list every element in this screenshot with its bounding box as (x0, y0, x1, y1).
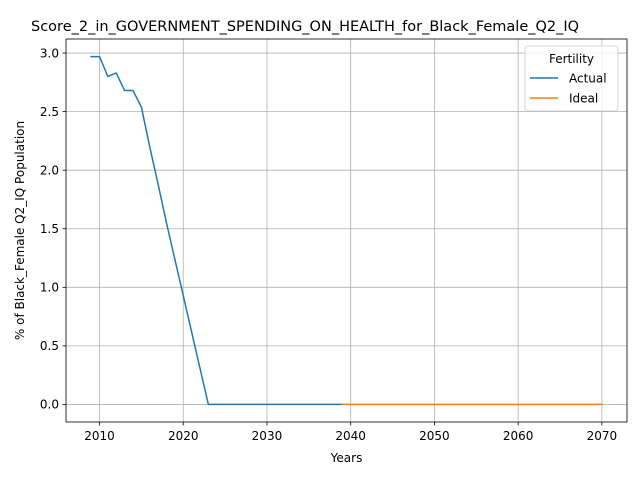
y-tick-label: 1.5 (40, 222, 59, 236)
series-line-actual (90, 55, 344, 406)
legend-label-actual: Actual (569, 71, 607, 85)
x-tick-label: 2030 (252, 429, 283, 443)
y-tick-label: 2.0 (40, 163, 59, 177)
y-tick-label: 0.5 (40, 339, 59, 353)
legend-box (524, 45, 619, 112)
x-tick-label: 2040 (335, 429, 366, 443)
legend-title: Fertility (549, 52, 594, 66)
y-tick-label: 1.0 (40, 281, 59, 295)
y-axis-label: % of Black_Female Q2_IQ Population (13, 121, 27, 340)
plot-frame (65, 38, 628, 423)
series-layer (90, 55, 603, 406)
y-tick-label: 0.0 (40, 398, 59, 412)
x-tick-label: 2010 (84, 429, 115, 443)
legend: Fertility Actual Ideal (524, 45, 619, 112)
x-axis-label: Years (330, 451, 363, 465)
y-tick-label: 2.5 (40, 105, 59, 119)
chart-title: Score_2_in_GOVERNMENT_SPENDING_ON_HEALTH… (31, 19, 579, 35)
x-tick-label: 2060 (503, 429, 534, 443)
x-tick-label: 2070 (587, 429, 618, 443)
x-tick-label: 2020 (168, 429, 199, 443)
x-tick-label: 2050 (419, 429, 450, 443)
legend-label-ideal: Ideal (569, 91, 598, 105)
y-tick-label: 3.0 (40, 46, 59, 60)
grid-lines (66, 39, 627, 422)
axis-ticks: 2010 2020 2030 2040 2050 2060 2070 0.0 0.5 1.0 1.5… (40, 46, 617, 443)
